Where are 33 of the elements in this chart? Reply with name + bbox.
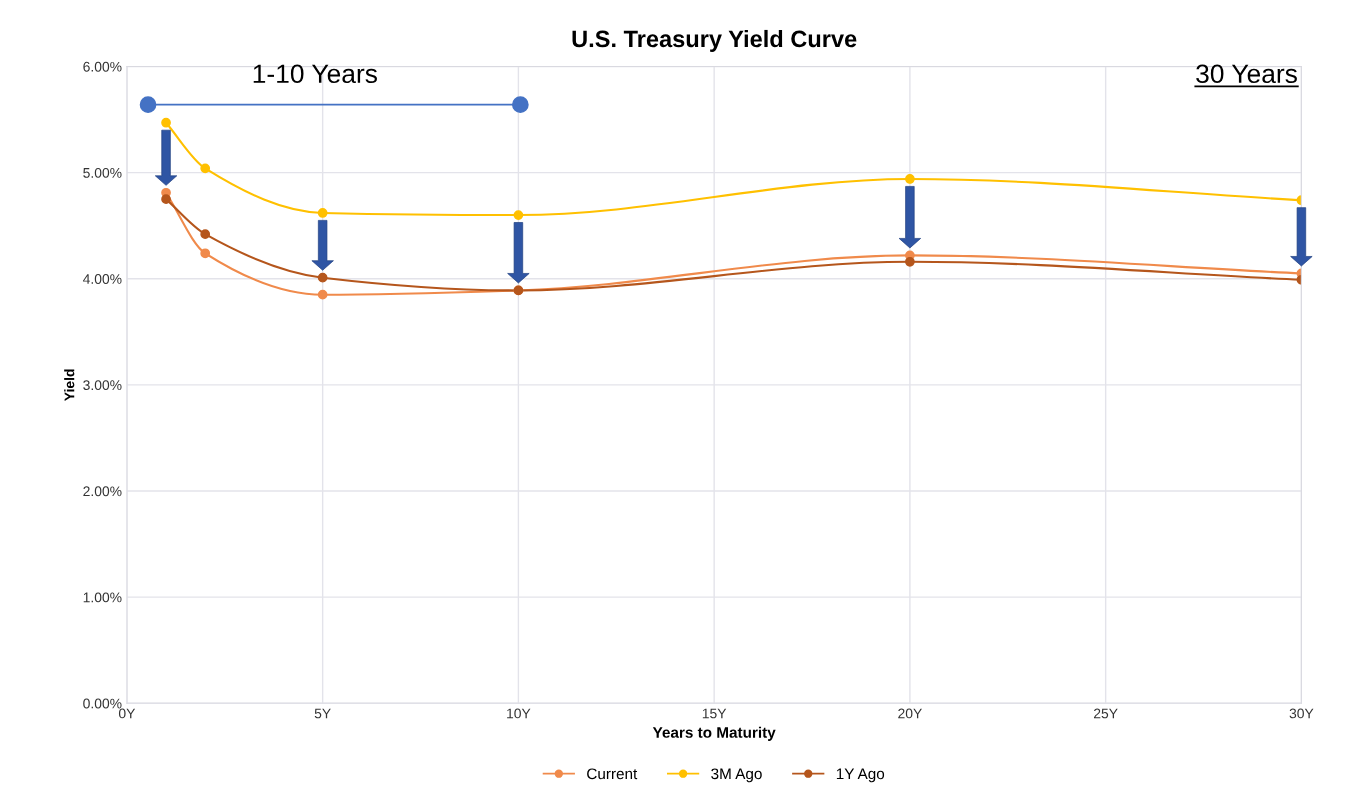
y-tick-label: 1.00% <box>83 592 122 603</box>
x-tick-label: 15Y <box>702 708 727 719</box>
point <box>161 117 171 128</box>
point <box>200 163 211 174</box>
point <box>200 229 211 240</box>
point <box>513 210 524 220</box>
x-tick-label: 25Y <box>1093 708 1118 719</box>
x-tick-label: 30Y <box>1289 708 1314 719</box>
legend-label: 3M Ago <box>711 768 762 783</box>
y-axis-title: Yield <box>64 369 75 401</box>
y-tick-label: 3.00% <box>83 380 122 391</box>
x-axis-title: Years to Maturity <box>652 726 776 741</box>
point <box>317 208 328 218</box>
x-tick-label: 0Y <box>118 708 136 719</box>
chart-title: U.S. Treasury Yield Curve <box>572 29 857 52</box>
annotation: 1-10 Years <box>253 64 377 84</box>
point <box>200 248 211 259</box>
x-tick-label: 10Y <box>507 708 531 719</box>
y-tick-label: 6.00% <box>83 61 122 72</box>
x-tick-label: 20Y <box>898 708 922 719</box>
point <box>161 194 171 205</box>
point <box>905 174 915 184</box>
point <box>317 272 328 283</box>
annotation: 30 Years <box>1196 64 1297 84</box>
point <box>317 289 328 300</box>
y-tick-label: 0.00% <box>83 698 122 709</box>
legend-label: 1Y Ago <box>836 768 885 783</box>
y-tick-label: 2.00% <box>83 486 122 497</box>
y-tick-label: 5.00% <box>83 167 122 178</box>
point <box>905 256 915 267</box>
y-tick-label: 4.00% <box>82 274 122 284</box>
x-tick-label: 5Y <box>314 708 331 719</box>
legend-label: Current <box>587 768 638 780</box>
